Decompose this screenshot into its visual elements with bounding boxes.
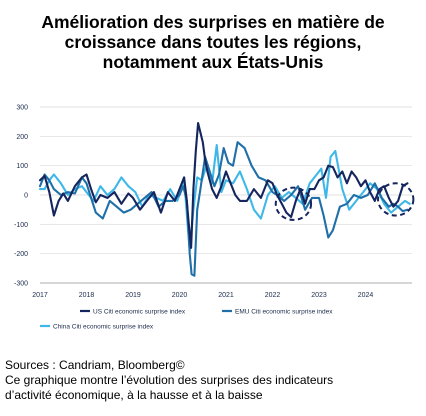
x-tick-label: 2022 xyxy=(265,292,281,299)
x-tick-label: 2023 xyxy=(311,292,327,299)
y-tick-label: 100 xyxy=(16,163,28,170)
x-tick-label: 2024 xyxy=(358,292,374,299)
legend: US Citi economic surprise index EMU Citi … xyxy=(40,308,333,330)
footer: Sources : Candriam, Bloomberg© Ce graphi… xyxy=(5,358,421,403)
annotations xyxy=(274,182,415,221)
y-tick-label: -100 xyxy=(14,222,28,229)
x-tick-label: 2017 xyxy=(32,292,48,299)
note-line-1: Ce graphique montre l’évolution des surp… xyxy=(5,373,334,387)
y-tick-label: 0 xyxy=(24,193,28,200)
series-lines xyxy=(38,122,411,277)
title-line-3: notamment aux États-Unis xyxy=(102,52,324,72)
series-line-emu xyxy=(38,141,409,277)
title-line-1: Amélioration des surprises en matière de xyxy=(41,12,385,32)
series-line-china xyxy=(38,144,411,252)
x-tick-label: 2021 xyxy=(218,292,234,299)
y-axis-tick-labels: -300 -200 -100 0 100 200 300 xyxy=(14,105,28,288)
title-line-2: croissance dans toutes les régions, xyxy=(64,32,362,52)
legend-label-emu: EMU Citi economic surprise index xyxy=(235,308,333,315)
x-tick-label: 2019 xyxy=(125,292,141,299)
note-line-2: d’activité économique, à la hausse et à … xyxy=(5,388,263,402)
y-tick-label: 300 xyxy=(16,105,28,112)
legend-label-china: China Citi economic surprise index xyxy=(53,323,154,330)
sources-text: Sources : Candriam, Bloomberg© xyxy=(5,358,185,372)
y-tick-label: 200 xyxy=(16,134,28,141)
series-line-us xyxy=(38,122,409,249)
y-tick-label: -300 xyxy=(14,281,28,288)
highlight-circle xyxy=(377,182,415,217)
x-tick-label: 2018 xyxy=(79,292,95,299)
y-tick-label: -200 xyxy=(14,251,28,258)
legend-label-us: US Citi economic surprise index xyxy=(93,308,186,315)
grid-lines xyxy=(40,106,412,284)
x-axis-tick-labels: 2017 2018 2019 2020 2021 2022 2023 2024 xyxy=(32,292,373,299)
highlight-circle xyxy=(274,186,313,221)
x-tick-label: 2020 xyxy=(172,292,188,299)
chart-title: Amélioration des surprises en matière de… xyxy=(0,12,426,72)
